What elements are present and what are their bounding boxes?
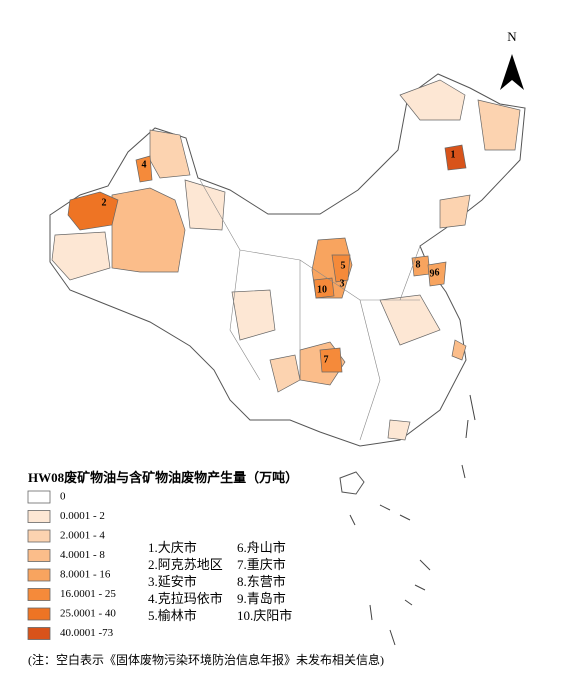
map-label: 2 — [102, 197, 107, 208]
city-item: 3.延安市 — [148, 574, 197, 589]
map-regions: 1 2 3 4 5 6 7 89 10 — [49, 73, 526, 646]
city-item: 9.青岛市 — [237, 591, 286, 606]
boundaries — [199, 179, 421, 441]
city-item: 6.舟山市 — [237, 540, 286, 555]
note: (注：空白表示《固体废物污染环境防治信息年报》未发布相关信息) — [28, 652, 384, 667]
region — [149, 129, 191, 179]
map-label: 8 — [416, 259, 421, 270]
legend-swatch — [27, 490, 51, 504]
map-label: 3 — [340, 278, 345, 289]
city-item: 2.阿克苏地区 — [148, 557, 223, 572]
legend-title: HW08废矿物油与含矿物油废物产生量（万吨） — [28, 470, 298, 485]
region — [269, 354, 301, 393]
region — [111, 187, 186, 273]
north-label: N — [507, 29, 517, 44]
map-label: 10 — [317, 284, 327, 295]
legend-label: 0 — [60, 491, 66, 503]
legend-swatch — [27, 568, 51, 582]
city-item: 8.东营市 — [237, 574, 286, 589]
region — [67, 191, 119, 231]
region — [444, 144, 467, 171]
north-arrow: N — [500, 29, 524, 90]
city-item: 4.克拉玛依市 — [148, 591, 223, 606]
legend: 0 0.0001 - 2 2.0001 - 4 4.0001 - 8 8.0001 - … — [27, 490, 116, 640]
legend-swatch — [27, 627, 51, 640]
legend-label: 16.0001 - 25 — [60, 588, 116, 600]
legend-label: 2.0001 - 4 — [60, 530, 105, 542]
region — [387, 419, 411, 441]
legend-swatch — [27, 549, 51, 562]
region — [313, 277, 335, 299]
legend-swatch — [27, 588, 51, 601]
map-label: 7 — [324, 354, 329, 365]
city-item: 7.重庆市 — [237, 557, 286, 572]
city-item: 5.榆林市 — [148, 608, 197, 623]
legend-label: 40.0001 -73 — [60, 627, 114, 639]
map-label: 9 — [430, 268, 435, 279]
map-label: 4 — [142, 159, 147, 170]
legend-swatch — [27, 510, 51, 523]
city-list: 1.大庆市 2.阿克苏地区 3.延安市 4.克拉玛依市 5.榆林市 6.舟山市 7.重庆市 8… — [148, 540, 292, 623]
region — [477, 99, 521, 151]
legend-swatch — [27, 529, 51, 543]
hainan — [339, 471, 365, 495]
legend-label: 25.0001 - 40 — [60, 608, 116, 620]
region — [231, 289, 276, 341]
region — [399, 79, 466, 121]
region — [184, 179, 226, 231]
city-item: 1.大庆市 — [148, 540, 197, 555]
map-label: 5 — [341, 260, 346, 271]
islands — [349, 394, 476, 646]
legend-label: 8.0001 - 16 — [60, 569, 111, 581]
region — [51, 231, 111, 281]
region — [439, 194, 471, 229]
region — [319, 347, 343, 373]
city-item: 10.庆阳市 — [237, 608, 292, 623]
map-label: 1 — [451, 149, 456, 160]
legend-label: 4.0001 - 8 — [60, 549, 105, 561]
region — [427, 261, 447, 287]
legend-swatch — [27, 607, 51, 621]
region — [451, 339, 467, 361]
map-label: 6 — [435, 267, 440, 278]
region — [331, 254, 351, 283]
region — [135, 155, 153, 183]
legend-label: 0.0001 - 2 — [60, 510, 105, 522]
region — [379, 294, 441, 346]
north-arrow-shape — [500, 54, 524, 90]
